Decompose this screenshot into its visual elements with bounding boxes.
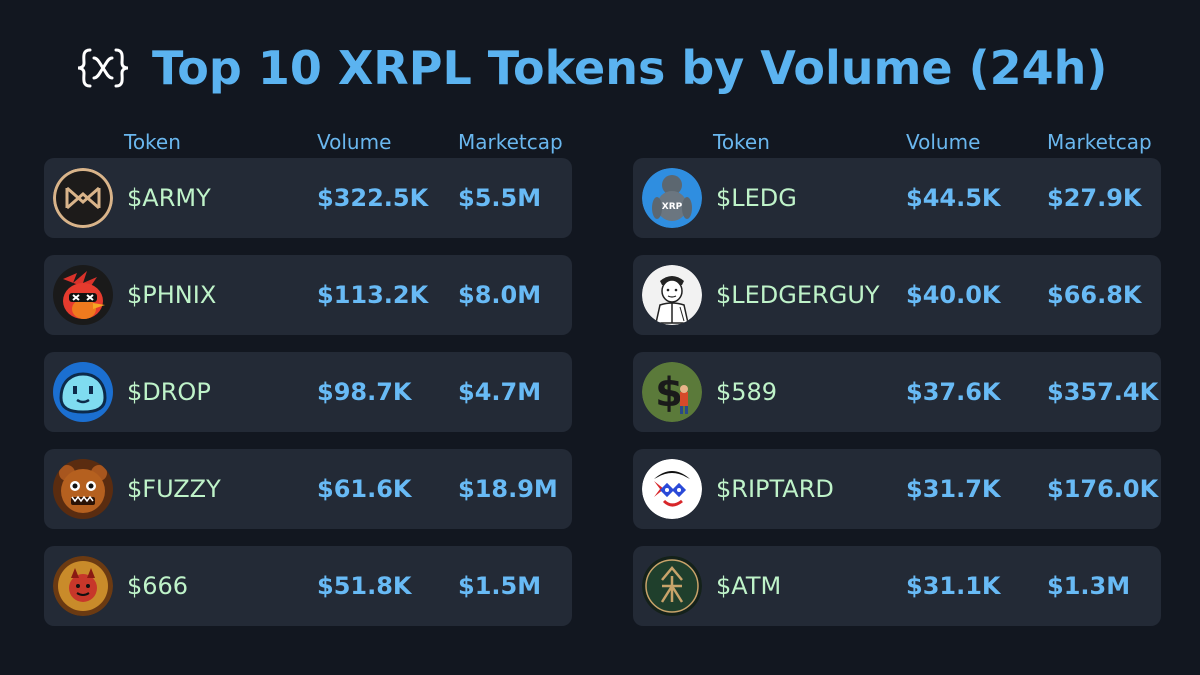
- table-row: $FUZZY $61.6K $18.9M: [44, 449, 572, 529]
- token-name: $666: [127, 572, 189, 600]
- token-volume: $98.7K: [317, 378, 412, 406]
- header: Top 10 XRPL Tokens by Volume (24h): [0, 30, 1200, 110]
- token-marketcap: $176.0K: [1047, 475, 1159, 503]
- token-name: $ARMY: [127, 184, 211, 212]
- column-header-volume: Volume: [906, 130, 981, 154]
- token-marketcap: $18.9M: [458, 475, 558, 503]
- token-marketcap: $4.7M: [458, 378, 542, 406]
- xrp-gorilla-icon: XRP: [642, 168, 702, 228]
- table-row: $DROP $98.7K $4.7M: [44, 352, 572, 432]
- token-volume: $322.5K: [317, 184, 429, 212]
- token-marketcap: $5.5M: [458, 184, 542, 212]
- column-header-marketcap: Marketcap: [1047, 130, 1152, 154]
- riptard-face-icon: [642, 459, 702, 519]
- svg-text:$: $: [655, 370, 683, 416]
- token-name: $LEDGERGUY: [716, 281, 880, 309]
- token-name: $589: [716, 378, 778, 406]
- table-row: $RIPTARD $31.7K $176.0K: [633, 449, 1161, 529]
- table-row: $PHNIX $113.2K $8.0M: [44, 255, 572, 335]
- token-name: $DROP: [127, 378, 211, 406]
- table-row: $ARMY $322.5K $5.5M: [44, 158, 572, 238]
- token-volume: $31.1K: [906, 572, 1001, 600]
- table-row: $ATM $31.1K $1.3M: [633, 546, 1161, 626]
- phoenix-bird-icon: [53, 265, 113, 325]
- column-header-marketcap: Marketcap: [458, 130, 563, 154]
- svg-text:XRP: XRP: [662, 202, 683, 212]
- token-marketcap: $8.0M: [458, 281, 542, 309]
- token-name: $RIPTARD: [716, 475, 834, 503]
- token-volume: $40.0K: [906, 281, 1001, 309]
- column-headers-right: Token Volume Marketcap: [633, 128, 1193, 158]
- token-name: $ATM: [716, 572, 782, 600]
- token-name: $FUZZY: [127, 475, 221, 503]
- table-row: $ $589 $37.6K $357.4K: [633, 352, 1161, 432]
- table-row: XRP $LEDG $44.5K $27.9K: [633, 158, 1161, 238]
- army-logo-icon: [53, 168, 113, 228]
- ledger-guy-sketch-icon: [642, 265, 702, 325]
- token-volume: $61.6K: [317, 475, 412, 503]
- token-marketcap: $1.5M: [458, 572, 542, 600]
- column-header-token: Token: [124, 130, 181, 154]
- fuzzy-bear-icon: [53, 459, 113, 519]
- devil-coin-icon: [53, 556, 113, 616]
- token-marketcap: $66.8K: [1047, 281, 1142, 309]
- page-title: Top 10 XRPL Tokens by Volume (24h): [152, 41, 1108, 95]
- token-name: $LEDG: [716, 184, 797, 212]
- token-marketcap: $357.4K: [1047, 378, 1159, 406]
- column-headers-left: Token Volume Marketcap: [44, 128, 604, 158]
- token-name: $PHNIX: [127, 281, 217, 309]
- atm-arrow-icon: [642, 556, 702, 616]
- table-row: $LEDGERGUY $40.0K $66.8K: [633, 255, 1161, 335]
- token-volume: $51.8K: [317, 572, 412, 600]
- token-marketcap: $1.3M: [1047, 572, 1131, 600]
- curly-brace-x-logo-icon: [76, 46, 130, 90]
- token-volume: $113.2K: [317, 281, 429, 309]
- token-volume: $31.7K: [906, 475, 1001, 503]
- column-header-volume: Volume: [317, 130, 392, 154]
- token-volume: $37.6K: [906, 378, 1001, 406]
- drop-blob-icon: [53, 362, 113, 422]
- table-row: $666 $51.8K $1.5M: [44, 546, 572, 626]
- dollar-sign-icon: $: [642, 362, 702, 422]
- column-header-token: Token: [713, 130, 770, 154]
- token-volume: $44.5K: [906, 184, 1001, 212]
- token-marketcap: $27.9K: [1047, 184, 1142, 212]
